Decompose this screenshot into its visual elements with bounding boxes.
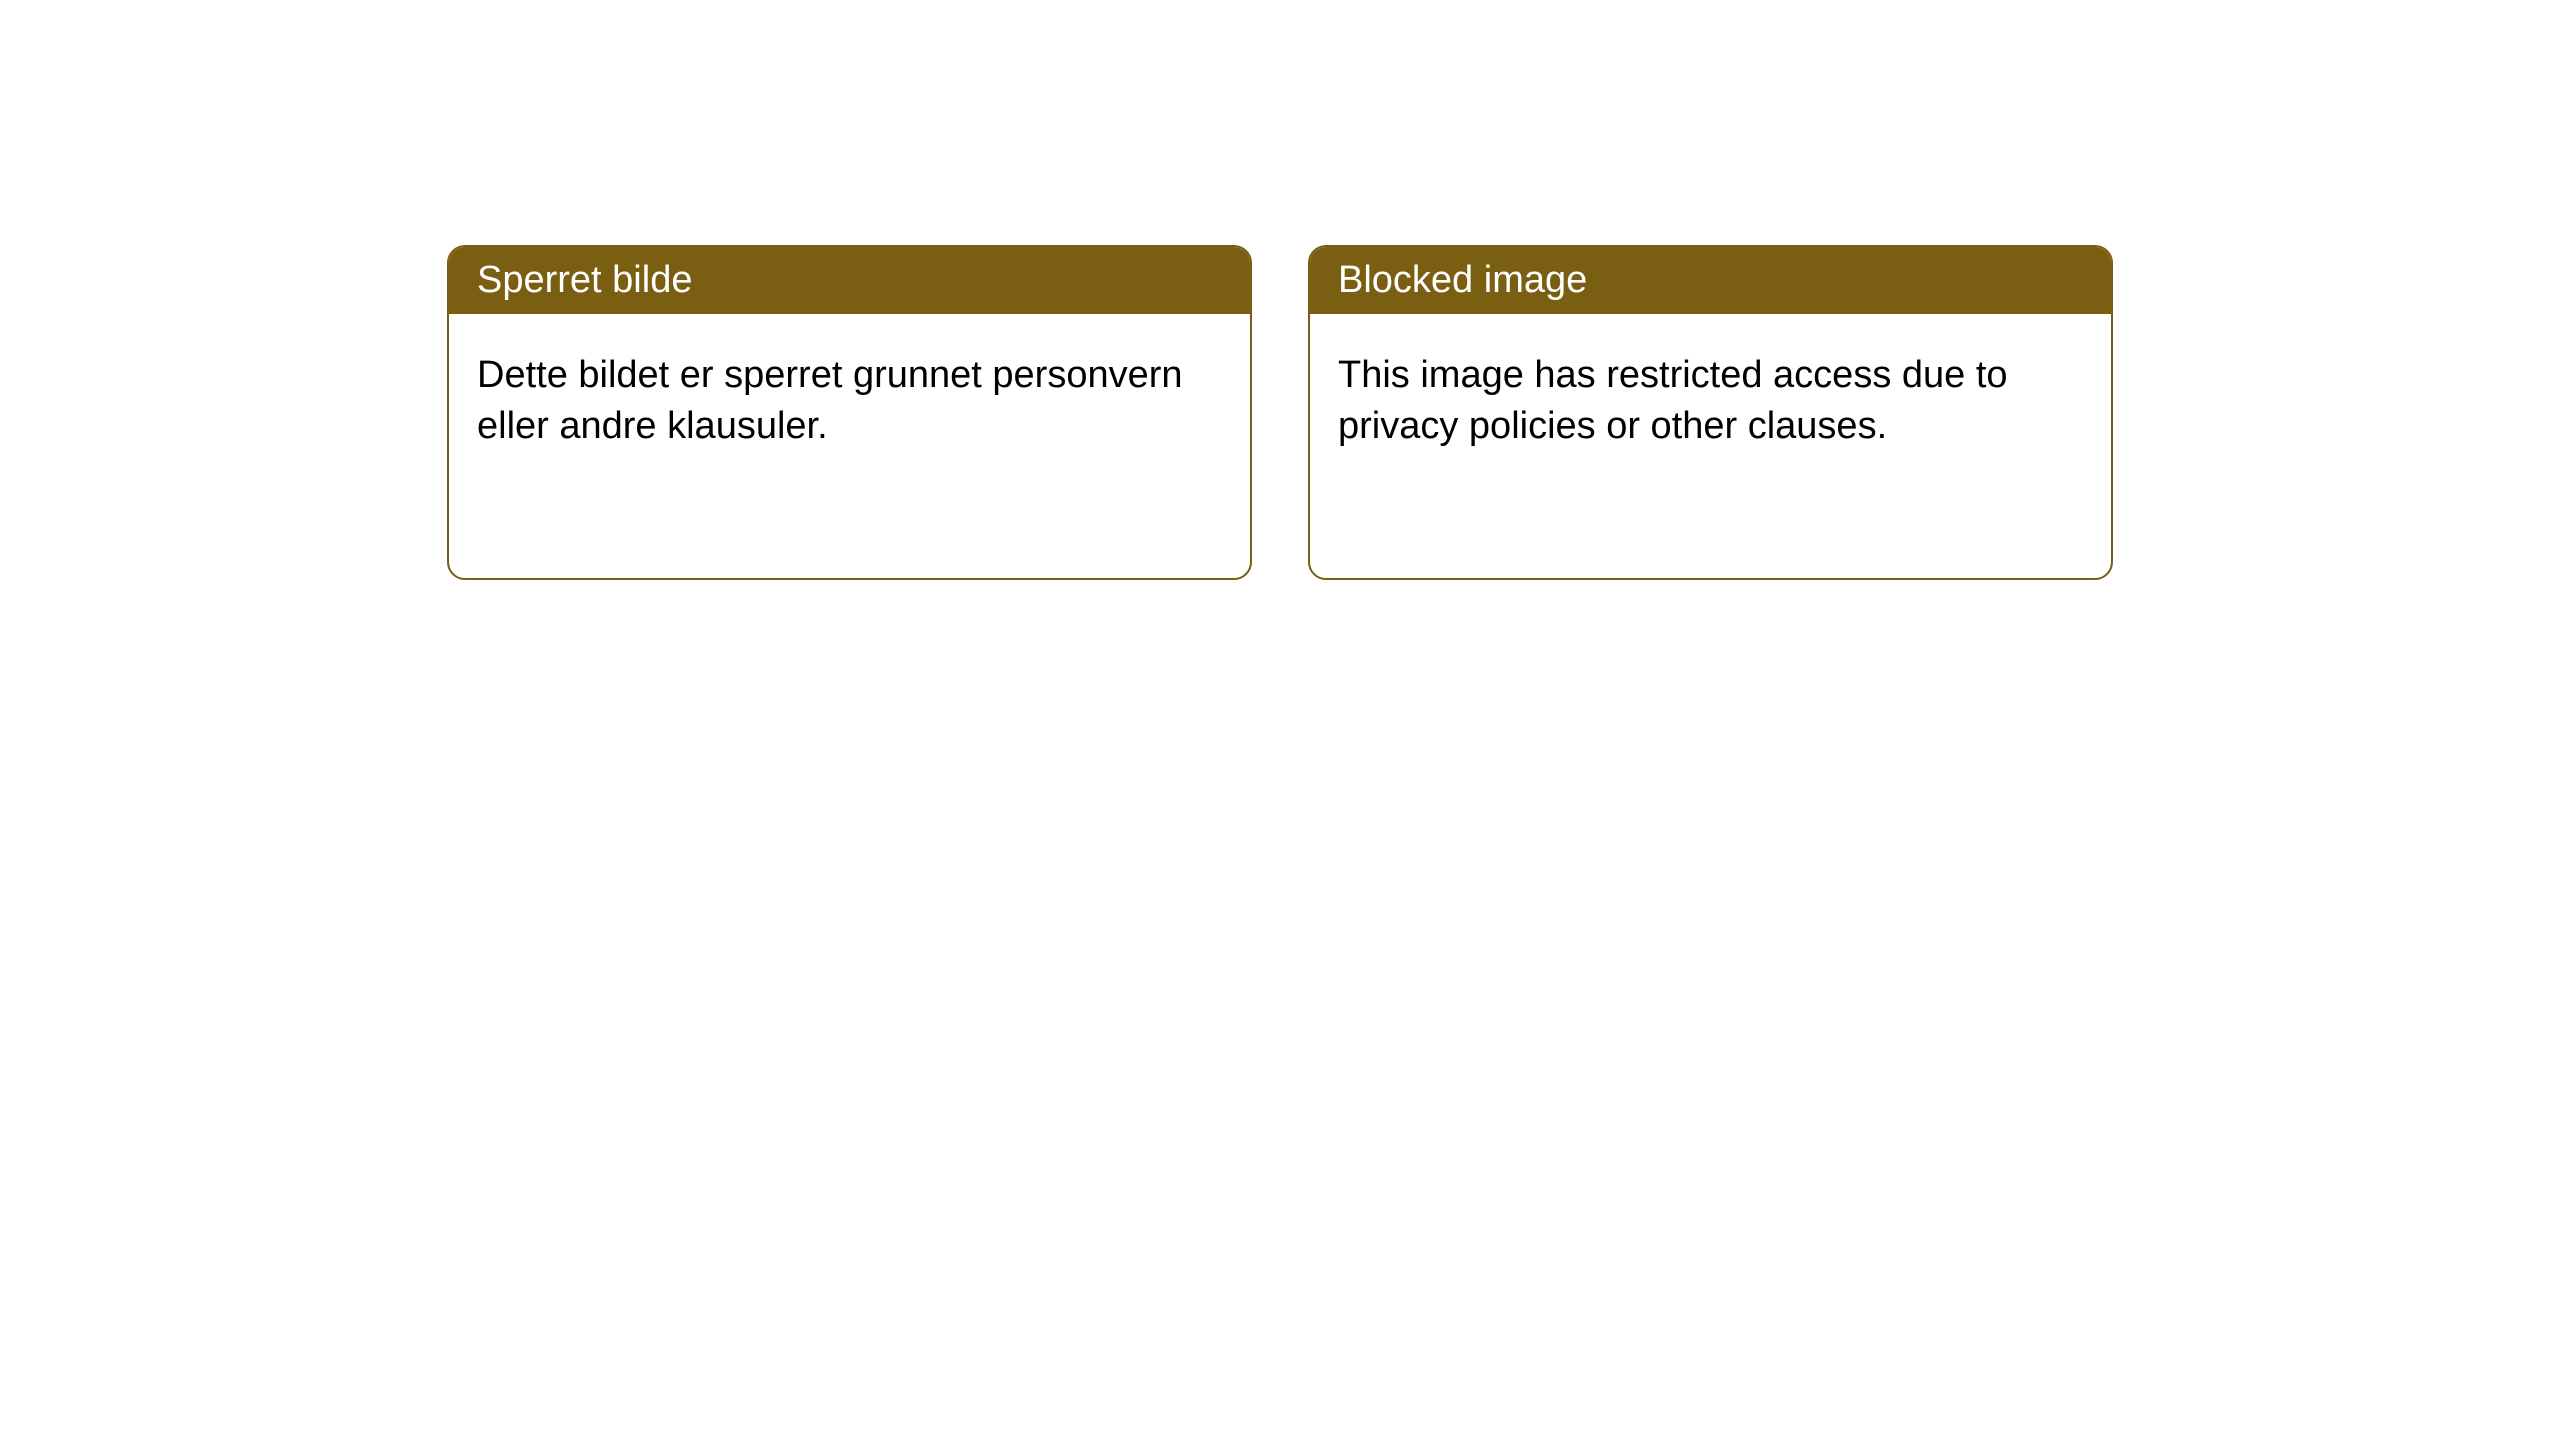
card-header: Blocked image <box>1310 247 2111 314</box>
blocked-image-card-no: Sperret bilde Dette bildet er sperret gr… <box>447 245 1252 580</box>
card-body: Dette bildet er sperret grunnet personve… <box>449 314 1250 489</box>
notice-container: Sperret bilde Dette bildet er sperret gr… <box>0 0 2560 580</box>
card-body-text: Dette bildet er sperret grunnet personve… <box>477 354 1183 447</box>
card-body: This image has restricted access due to … <box>1310 314 2111 489</box>
card-title: Sperret bilde <box>477 259 692 301</box>
blocked-image-card-en: Blocked image This image has restricted … <box>1308 245 2113 580</box>
card-header: Sperret bilde <box>449 247 1250 314</box>
card-body-text: This image has restricted access due to … <box>1338 354 2008 447</box>
card-title: Blocked image <box>1338 259 1587 301</box>
